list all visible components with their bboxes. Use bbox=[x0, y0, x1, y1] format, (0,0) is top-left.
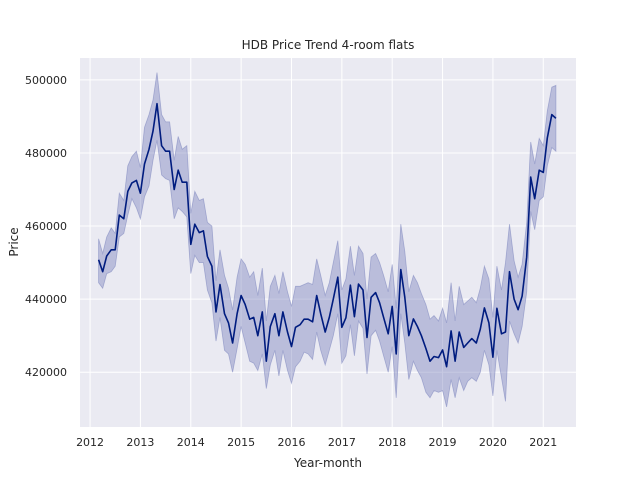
x-tick-label: 2020 bbox=[479, 436, 507, 449]
x-axis-label: Year-month bbox=[293, 456, 362, 470]
y-tick-labels: 420000 440000 460000 480000 500000 bbox=[25, 74, 67, 379]
y-tick-label: 480000 bbox=[25, 147, 67, 160]
x-tick-label: 2012 bbox=[76, 436, 104, 449]
y-tick-label: 420000 bbox=[25, 366, 67, 379]
y-tick-label: 500000 bbox=[25, 74, 67, 87]
x-tick-label: 2013 bbox=[126, 436, 154, 449]
x-tick-label: 2017 bbox=[328, 436, 356, 449]
x-tick-label: 2014 bbox=[177, 436, 205, 449]
confidence-band bbox=[98, 72, 557, 407]
y-axis-label: Price bbox=[7, 227, 21, 256]
x-tick-labels: 2012 2013 2014 2015 2016 2017 2018 2019 2020 2021 bbox=[76, 436, 557, 449]
x-tick-label: 2019 bbox=[429, 436, 457, 449]
x-tick-label: 2018 bbox=[378, 436, 406, 449]
x-tick-label: 2015 bbox=[227, 436, 255, 449]
y-tick-label: 440000 bbox=[25, 293, 67, 306]
y-tick-label: 460000 bbox=[25, 220, 67, 233]
x-tick-label: 2016 bbox=[277, 436, 305, 449]
series-line bbox=[97, 102, 557, 368]
x-tick-label: 2021 bbox=[529, 436, 557, 449]
chart-title: HDB Price Trend 4-room flats bbox=[242, 38, 415, 52]
grid-layer bbox=[80, 58, 576, 427]
